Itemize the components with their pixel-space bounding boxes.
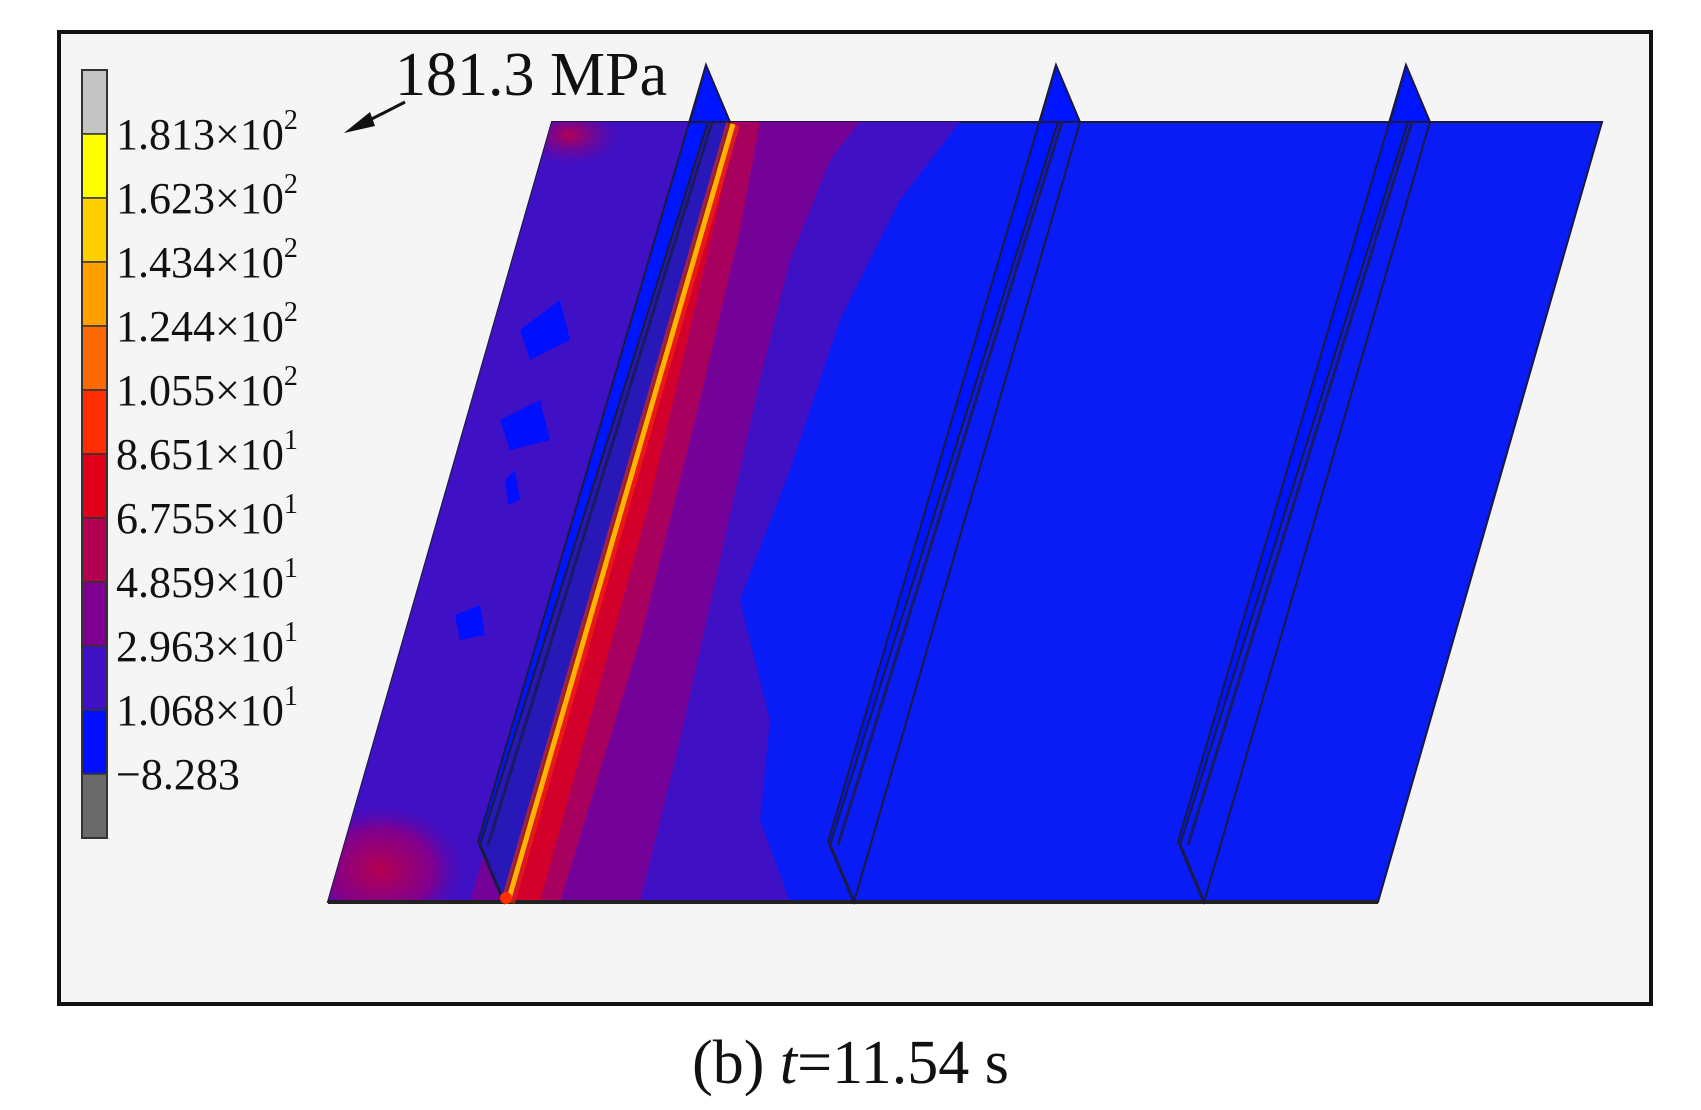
- stiffener-1-base: [478, 844, 506, 903]
- contour-patch: [500, 400, 550, 450]
- legend-label: 1.244×102: [116, 297, 298, 351]
- contour-patch: [505, 470, 520, 505]
- weld-start-point: [500, 892, 512, 904]
- legend-swatch: [81, 581, 108, 647]
- stiffener-3-edge: [1186, 121, 1414, 846]
- corner-hotspot-top-left: [520, 122, 620, 165]
- legend-swatch: [81, 517, 108, 583]
- legend-label: 8.651×101: [116, 425, 298, 479]
- legend-label: 1.068×101: [116, 681, 298, 735]
- contour-patch: [520, 300, 570, 360]
- figure-caption: (b) t=11.54 s: [0, 1028, 1701, 1099]
- contour-patch: [455, 605, 485, 640]
- stiffener-1-tip: [688, 61, 732, 123]
- legend-swatch: [81, 645, 108, 711]
- legend-label: 2.963×101: [116, 617, 298, 671]
- stiffener-3: [1176, 61, 1432, 905]
- weld-core: [505, 123, 736, 903]
- legend-swatch: [81, 389, 108, 455]
- caption-value: =11.54 s: [797, 1029, 1009, 1097]
- corner-hotspot-bottom-left: [328, 800, 470, 902]
- legend-swatch: [81, 69, 108, 135]
- legend-label: 1.623×102: [116, 169, 298, 223]
- annotation-arrow-head: [344, 112, 375, 133]
- legend-swatch: [81, 133, 108, 199]
- legend-swatch: [81, 453, 108, 519]
- legend-swatch: [81, 773, 108, 839]
- stiffener-1: [476, 61, 732, 905]
- max-stress-label: 181.3 MPa: [395, 41, 667, 109]
- legend-swatch: [81, 709, 108, 775]
- stiffener-3-tip: [1388, 61, 1432, 123]
- legend-swatch: [81, 261, 108, 327]
- legend-label: 1.813×102: [116, 105, 298, 159]
- max-stress-annotation: 181.3 MPa: [344, 41, 667, 133]
- legend-label: −8.283: [116, 750, 240, 799]
- stiffener-2-base: [828, 844, 856, 903]
- legend-label: 1.434×102: [116, 233, 298, 287]
- legend-outline: [81, 69, 108, 839]
- weld-line: [500, 122, 740, 904]
- legend-label: 6.755×101: [116, 489, 298, 543]
- stiffener-1-edge: [486, 121, 714, 846]
- stiffener-2: [826, 61, 1082, 905]
- caption-prefix: (b): [692, 1029, 780, 1097]
- legend-swatch: [81, 197, 108, 263]
- legend-color-bar: [81, 69, 108, 839]
- legend-labels: 1.813×102 1.623×102 1.434×102 1.244×102 1.05…: [116, 105, 298, 799]
- legend-label: 1.055×102: [116, 361, 298, 415]
- stiffener-2-tip: [1038, 61, 1082, 123]
- color-legend: 1.813×102 1.623×102 1.434×102 1.244×102 1.05…: [81, 69, 298, 839]
- caption-variable: t: [779, 1029, 798, 1097]
- stiffener-3-base: [1178, 844, 1206, 903]
- stiffener-2-edge: [836, 121, 1064, 846]
- legend-swatch: [81, 325, 108, 391]
- legend-label: 4.859×101: [116, 553, 298, 607]
